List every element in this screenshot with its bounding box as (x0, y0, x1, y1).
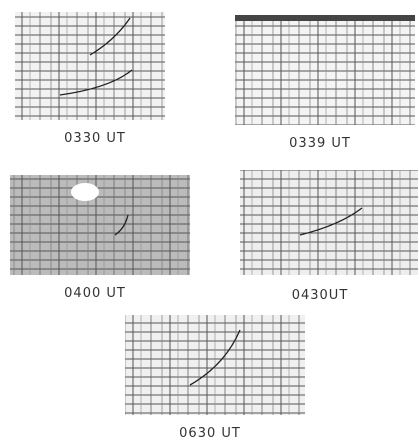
panel-label: 0330 UT (64, 131, 126, 146)
ionogram-1 (15, 12, 165, 120)
ionogram-3 (10, 175, 190, 275)
panel-label: 0430UT (292, 288, 349, 303)
ionogram-2 (235, 15, 415, 125)
panel-label: 0400 UT (64, 286, 126, 301)
ionogram-4 (240, 170, 418, 275)
panel-label: 0630 UT (179, 426, 241, 441)
panel-label: 0339 UT (289, 136, 351, 151)
ionogram-5 (125, 315, 305, 415)
